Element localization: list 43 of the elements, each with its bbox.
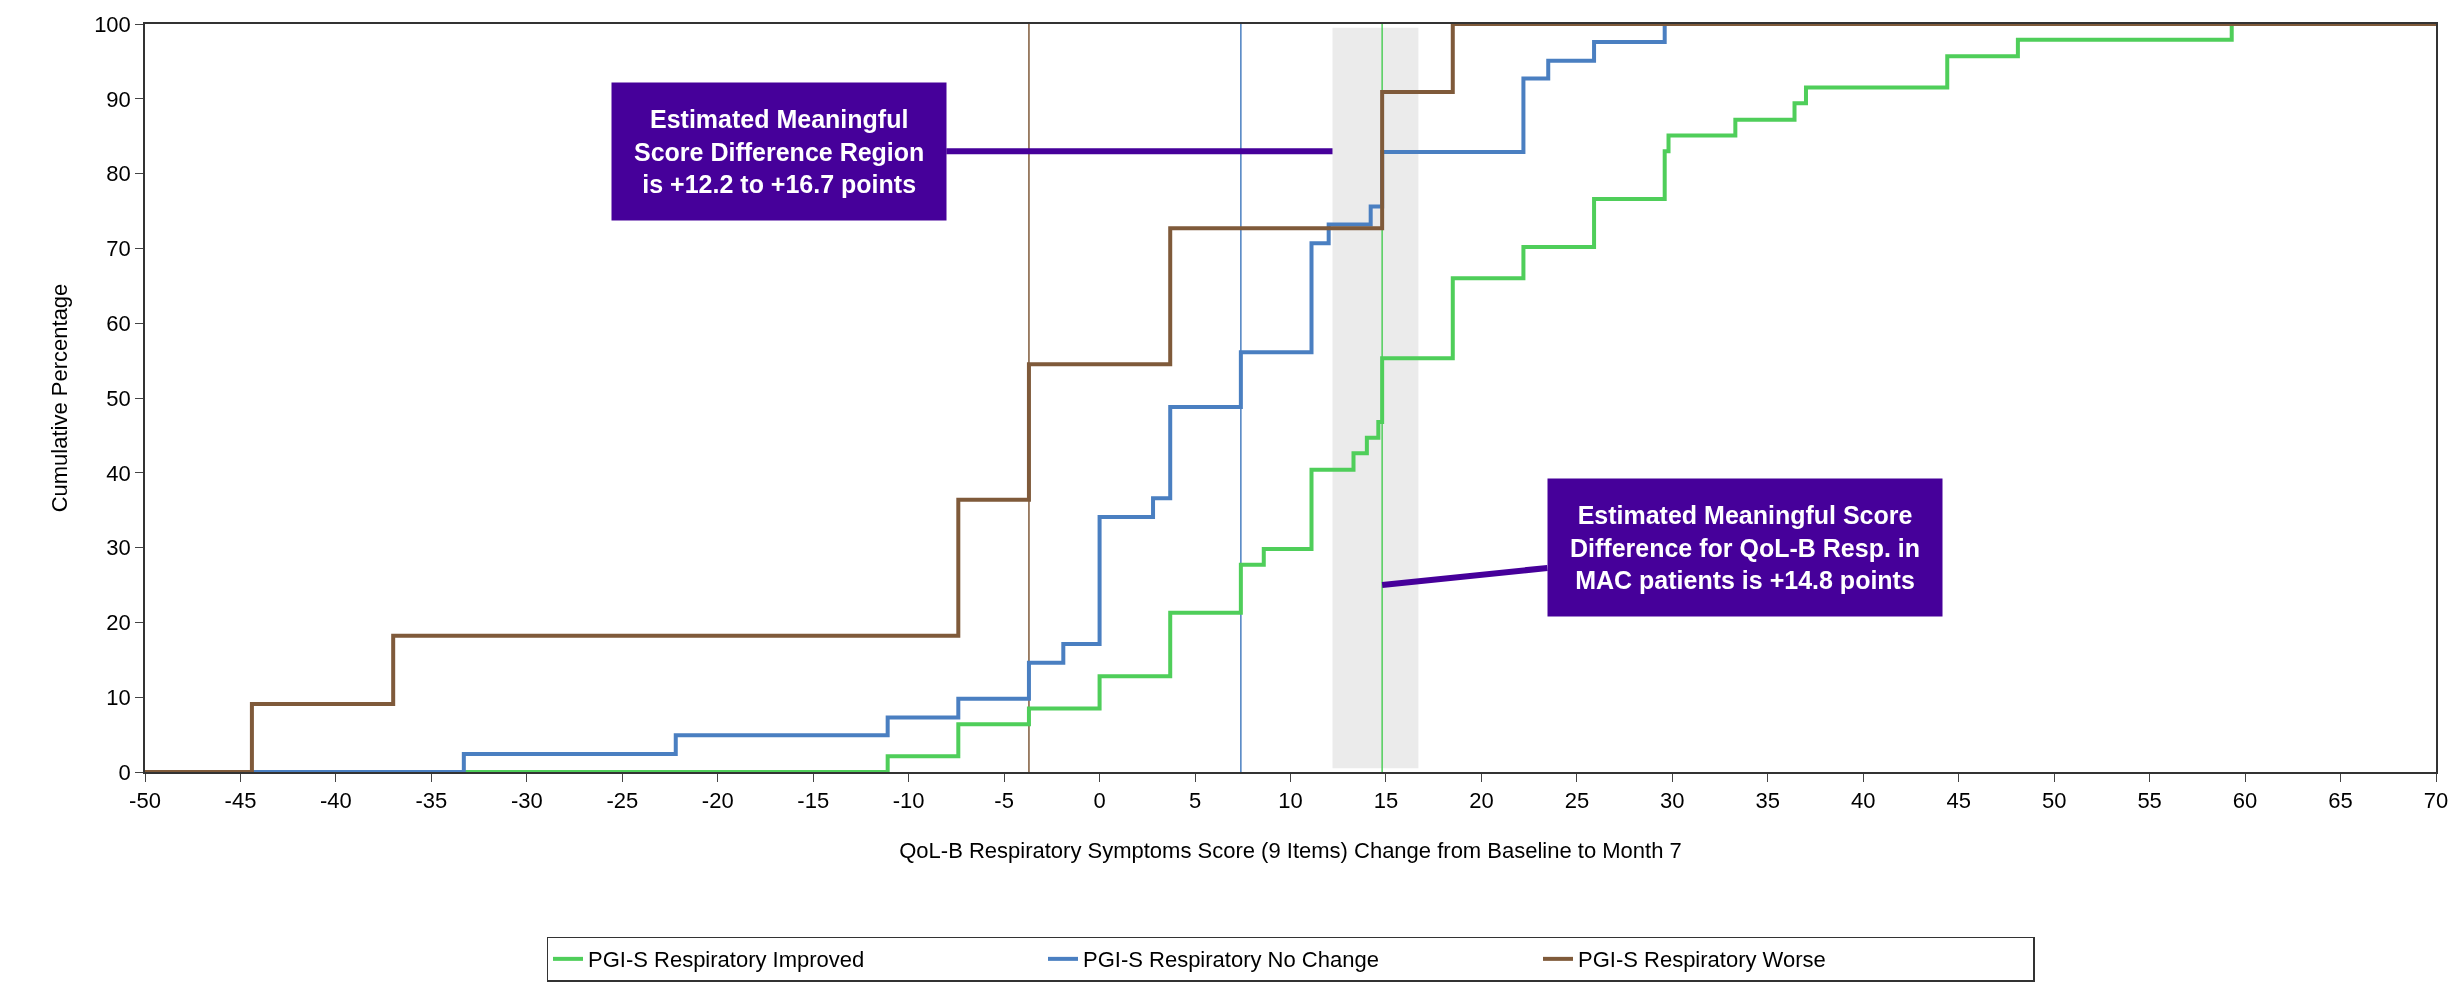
x-tick-label: 35 <box>1755 788 1781 814</box>
x-tick-label: -30 <box>510 788 543 814</box>
x-tick-label: -35 <box>415 788 448 814</box>
x-tick-label: -40 <box>320 788 352 814</box>
x-tick-label: -15 <box>797 788 830 814</box>
x-tick-label: 0 <box>1093 788 1106 814</box>
y-tick-label: 70 <box>106 236 131 262</box>
y-tick-label: 10 <box>106 684 131 710</box>
y-tick-label: 100 <box>94 11 131 37</box>
x-tick-label: 10 <box>1278 788 1303 814</box>
y-tick-label: 30 <box>106 535 131 561</box>
legend-label: PGI-S Respiratory Improved <box>588 947 865 973</box>
annotation: Estimated Meaningful Score Difference Region is +12.2 to +16.7 points <box>634 105 925 198</box>
x-tick-label: 5 <box>1188 788 1202 814</box>
x-tick-label: 45 <box>1946 788 1971 814</box>
x-tick-label: 25 <box>1564 788 1590 814</box>
x-tick-label: 60 <box>2232 788 2258 814</box>
legend-label: PGI-S Respiratory Worse <box>1578 947 1826 973</box>
y-tick-label: 40 <box>106 460 131 486</box>
x-tick-label: -50 <box>129 788 161 814</box>
y-axis-title: Cumulative Percentage <box>47 283 73 513</box>
x-axis-title: QoL-B Respiratory Symptoms Score (9 Items) Change from Baseline to Month 7 <box>899 837 1682 863</box>
x-tick-label: -45 <box>224 788 257 814</box>
y-tick-label: 50 <box>106 385 131 411</box>
x-tick-label: -5 <box>994 788 1014 814</box>
x-tick-label: -25 <box>606 788 639 814</box>
annotation: Estimated Meaningful Score Difference for QoL-B Resp. in MAC patients is +14.8 points <box>1570 501 1921 594</box>
y-tick-label: 0 <box>118 759 131 785</box>
x-tick-label: 70 <box>2423 788 2449 814</box>
y-tick-label: 20 <box>106 610 131 636</box>
x-tick-label: 50 <box>2041 788 2067 814</box>
x-tick-label: 20 <box>1469 788 1494 814</box>
x-tick-label: 65 <box>2328 788 2353 814</box>
y-tick-label: 60 <box>106 310 131 336</box>
x-tick-label: 40 <box>1851 788 1876 814</box>
y-tick-label: 80 <box>106 161 131 187</box>
x-tick-label: 15 <box>1373 788 1399 814</box>
x-tick-label: 55 <box>2137 788 2162 814</box>
x-tick-label: 30 <box>1660 788 1685 814</box>
y-tick-label: 90 <box>106 86 131 112</box>
legend-label: PGI-S Respiratory No Change <box>1083 947 1379 973</box>
x-tick-label: -20 <box>701 788 734 814</box>
x-tick-label: -10 <box>892 788 925 814</box>
